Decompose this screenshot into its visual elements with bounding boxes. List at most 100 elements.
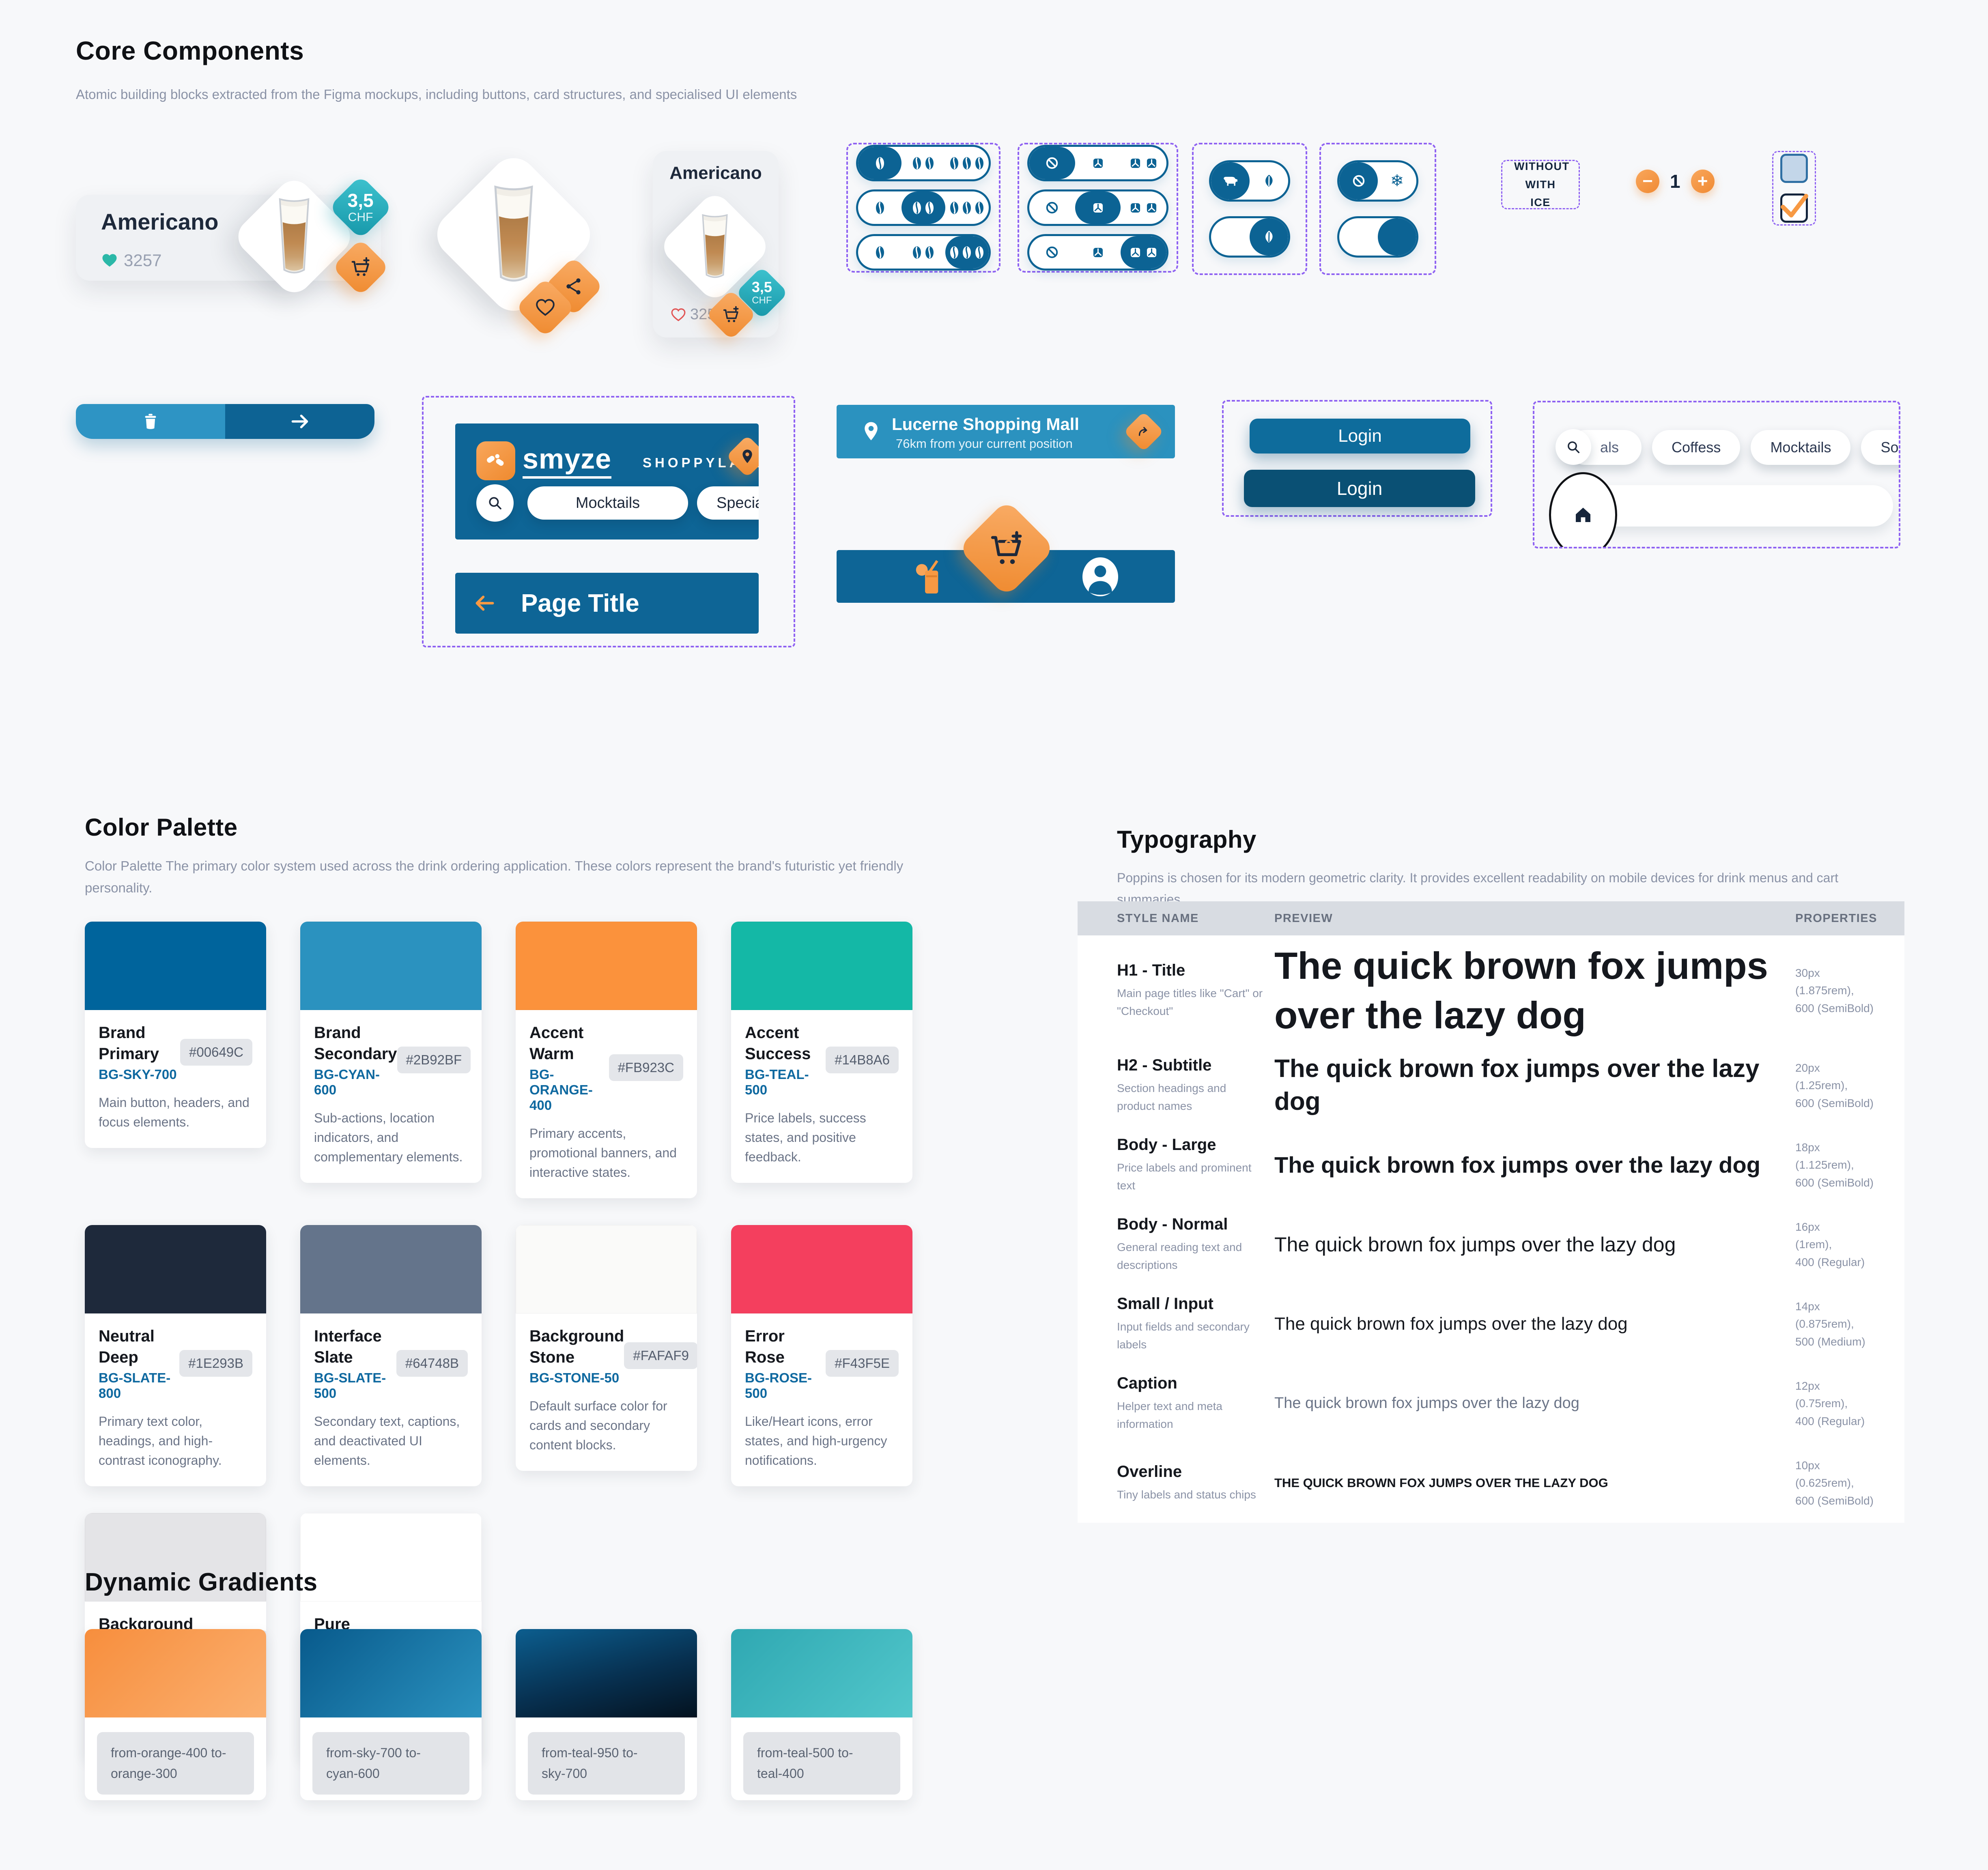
add-to-cart-button[interactable] bbox=[706, 289, 757, 340]
milk-option-dairy[interactable] bbox=[1211, 218, 1250, 256]
checkbox-checked[interactable] bbox=[1780, 193, 1808, 223]
coffee-bean-icon bbox=[950, 246, 959, 259]
home-bubble[interactable] bbox=[1549, 472, 1617, 547]
check-icon bbox=[1781, 193, 1808, 218]
ice-toggle-group: ❄ bbox=[1319, 143, 1436, 275]
style-usage: General reading text and descriptions bbox=[1117, 1241, 1242, 1271]
switch-on[interactable] bbox=[1378, 218, 1416, 256]
smyze-logo-icon[interactable] bbox=[476, 441, 515, 480]
navigate-button[interactable] bbox=[1123, 411, 1164, 452]
location-pin-badge[interactable] bbox=[726, 435, 759, 478]
style-name: Overline bbox=[1117, 1462, 1182, 1481]
cart-plus-icon bbox=[723, 306, 739, 322]
gradient-card[interactable]: from-orange-400 to- orange-300 bbox=[85, 1629, 266, 1800]
strength-option-3[interactable] bbox=[945, 147, 989, 179]
likes-counter[interactable]: 3257 bbox=[101, 251, 161, 270]
cart-badge: 2 bbox=[1004, 537, 1013, 555]
ice-amount-option-two[interactable] bbox=[1121, 236, 1166, 269]
ice-amount-option-two[interactable] bbox=[1121, 147, 1166, 179]
brand-wordmark[interactable]: smyze bbox=[523, 445, 612, 479]
strength-option-2[interactable] bbox=[901, 236, 945, 269]
location-banner[interactable]: Lucerne Shopping Mall 76km from your cur… bbox=[837, 405, 1175, 458]
gradient-card[interactable]: from-teal-950 to- sky-700 bbox=[516, 1629, 697, 1800]
ice-amount-option-none[interactable] bbox=[1029, 191, 1075, 224]
ice-option-none[interactable] bbox=[1339, 162, 1378, 200]
quantity-value: 1 bbox=[1670, 171, 1680, 192]
favorite-button[interactable] bbox=[515, 277, 575, 337]
color-card[interactable]: Background Stone BG-STONE-50 #FAFAF9 Def… bbox=[516, 1225, 697, 1471]
ice-amount-option-one[interactable] bbox=[1075, 236, 1121, 269]
ice-amount-option-none[interactable] bbox=[1029, 147, 1075, 179]
strength-option-1[interactable] bbox=[858, 236, 901, 269]
decrement-button[interactable]: − bbox=[1636, 170, 1659, 193]
continue-button[interactable] bbox=[225, 404, 374, 439]
ice-option-with[interactable]: ❄ bbox=[1378, 162, 1416, 200]
add-to-cart-button[interactable] bbox=[332, 239, 389, 296]
style-usage: Tiny labels and status chips bbox=[1117, 1488, 1256, 1501]
color-swatch bbox=[516, 922, 697, 1010]
color-card[interactable]: Brand Primary BG-SKY-700 #00649C Main bu… bbox=[85, 922, 266, 1148]
ice-amount-option-one[interactable] bbox=[1075, 191, 1121, 224]
color-token: BG-ROSE-500 bbox=[745, 1370, 812, 1401]
color-name: Neutral Deep bbox=[99, 1327, 155, 1366]
switch-toggle[interactable] bbox=[1337, 216, 1418, 258]
strength-selector-group bbox=[846, 143, 1000, 273]
back-arrow-icon[interactable] bbox=[472, 591, 497, 616]
strength-selector[interactable] bbox=[856, 145, 991, 181]
ice-amount-option-one[interactable] bbox=[1075, 147, 1121, 179]
color-card[interactable]: Accent Success BG-TEAL-500 #14B8A6 Price… bbox=[731, 922, 912, 1183]
login-button-secondary[interactable]: Login bbox=[1244, 470, 1475, 507]
strength-option-1[interactable] bbox=[858, 147, 902, 179]
drink-icon[interactable] bbox=[912, 557, 947, 596]
search-chip-row: alsCoffessMocktailsSoft bbox=[1568, 430, 1899, 465]
search-chip-coffess[interactable]: Coffess bbox=[1652, 430, 1741, 465]
strength-option-2[interactable] bbox=[901, 191, 945, 224]
strength-option-3[interactable] bbox=[945, 191, 989, 224]
profile-icon[interactable] bbox=[1081, 556, 1120, 598]
delete-button[interactable] bbox=[76, 404, 225, 439]
gradient-card[interactable]: from-sky-700 to- cyan-600 bbox=[300, 1629, 482, 1800]
category-chip-specials[interactable]: Specials bbox=[697, 486, 759, 520]
ice-cube-icon bbox=[1093, 203, 1103, 213]
search-chip-mocktails[interactable]: Mocktails bbox=[1751, 430, 1851, 465]
color-card[interactable]: Neutral Deep BG-SLATE-800 #1E293B Primar… bbox=[85, 1225, 266, 1486]
cart-nav-button[interactable]: 2 bbox=[957, 499, 1056, 598]
search-chip-soft[interactable]: Soft bbox=[1861, 430, 1899, 465]
ice-amount-selector[interactable] bbox=[1027, 189, 1168, 226]
coffee-bean-icon bbox=[913, 157, 921, 170]
strength-selector[interactable] bbox=[856, 189, 991, 226]
color-card[interactable]: Error Rose BG-ROSE-500 #F43F5E Like/Hear… bbox=[731, 1225, 912, 1486]
ice-amount-option-none[interactable] bbox=[1029, 236, 1075, 269]
checkbox-unchecked[interactable] bbox=[1780, 154, 1808, 183]
ice-amount-selector[interactable] bbox=[1027, 234, 1168, 271]
switch-off[interactable] bbox=[1339, 218, 1378, 256]
strength-selector[interactable] bbox=[856, 234, 991, 271]
search-button[interactable] bbox=[476, 484, 514, 522]
ice-toggle[interactable]: ❄ bbox=[1337, 160, 1418, 202]
strength-option-1[interactable] bbox=[858, 191, 901, 224]
ice-amount-option-two[interactable] bbox=[1121, 191, 1166, 224]
color-palette-title: Color Palette bbox=[85, 814, 238, 841]
increment-button[interactable]: + bbox=[1691, 170, 1715, 193]
color-name: Accent Success bbox=[745, 1024, 811, 1063]
strength-option-2[interactable] bbox=[901, 147, 945, 179]
milk-option-plant[interactable] bbox=[1250, 162, 1288, 200]
milk-type-toggle-alt[interactable] bbox=[1209, 216, 1290, 258]
search-button[interactable] bbox=[1556, 429, 1591, 465]
strength-option-3[interactable] bbox=[945, 236, 989, 269]
dynamic-gradients-title: Dynamic Gradients bbox=[85, 1568, 318, 1596]
home-icon bbox=[1576, 507, 1590, 522]
milk-option-plant[interactable] bbox=[1250, 218, 1288, 256]
gradient-card[interactable]: from-teal-500 to- teal-400 bbox=[731, 1629, 912, 1800]
style-usage: Helper text and meta information bbox=[1117, 1400, 1222, 1430]
login-button-primary[interactable]: Login bbox=[1250, 419, 1470, 454]
milk-type-toggle[interactable] bbox=[1209, 160, 1290, 202]
ice-amount-selector[interactable] bbox=[1027, 145, 1168, 181]
color-card[interactable]: Accent Warm BG-ORANGE-400 #FB923C Primar… bbox=[516, 922, 697, 1198]
color-card[interactable]: Brand Secondary BG-CYAN-600 #2B92BF Sub-… bbox=[300, 922, 482, 1183]
milk-option-dairy[interactable] bbox=[1211, 162, 1250, 200]
color-card[interactable]: Interface Slate BG-SLATE-500 #64748B Sec… bbox=[300, 1225, 482, 1486]
share-button[interactable] bbox=[544, 256, 604, 316]
category-chip-mocktails[interactable]: Mocktails bbox=[527, 486, 688, 520]
color-hex-chip: #2B92BF bbox=[397, 1047, 471, 1073]
